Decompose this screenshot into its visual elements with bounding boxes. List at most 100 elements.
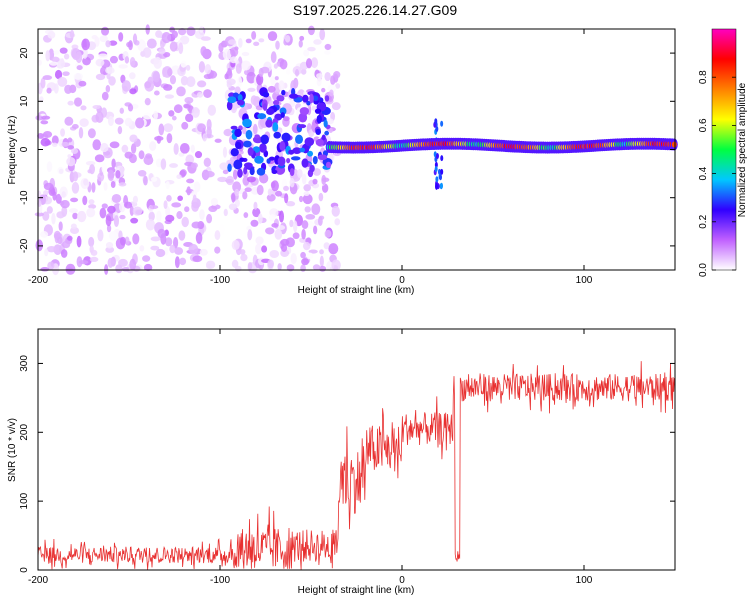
spectrogram-cell [266, 193, 276, 202]
spectrogram-cell [178, 152, 185, 157]
spectrogram-cell [153, 110, 159, 120]
spectrogram-cell [327, 84, 337, 93]
spectrogram-cell [204, 63, 212, 75]
spectrogram-cell [435, 176, 439, 183]
spectrogram-cell [232, 92, 239, 98]
spectrogram-cell [88, 199, 95, 205]
spectrogram-cell [301, 158, 309, 168]
spectrogram-y-tick-label: 20 [19, 47, 30, 59]
spectrogram-cell [149, 141, 157, 151]
spectrogram-cell [199, 248, 208, 256]
spectrogram-cell [232, 181, 242, 193]
spectrogram-cell [169, 244, 176, 254]
spectrogram-cell [124, 56, 130, 64]
spectrogram-cell [235, 63, 242, 74]
spectrogram-cell [273, 63, 278, 69]
spectrogram-cell [171, 30, 178, 39]
spectrogram-cell [51, 212, 56, 225]
spectrogram-cell [70, 227, 80, 234]
spectrogram-cell [312, 155, 318, 165]
spectrogram-cell [307, 150, 314, 157]
spectrogram-cell [144, 80, 155, 92]
spectrogram-cell [178, 42, 184, 55]
spectrogram-cell [273, 131, 281, 139]
spectrogram-cell [333, 71, 341, 79]
spectrogram-cell [143, 155, 154, 166]
spectrogram-cell [434, 118, 438, 125]
spectrogram-cell [232, 169, 238, 180]
snr-y-label: SNR (10 * v/v) [7, 418, 18, 482]
spectrogram-cell [124, 236, 130, 246]
spectrogram-cell [315, 128, 322, 135]
spectrogram-cell [55, 193, 62, 204]
spectrogram-cell [64, 84, 73, 94]
spectrogram-cell [230, 125, 238, 130]
spectrogram-cell [58, 221, 63, 232]
spectrogram-cell [72, 171, 79, 182]
spectrogram-cell [46, 87, 52, 94]
spectrogram-cell [114, 117, 124, 125]
spectrogram-cell [100, 142, 109, 153]
spectrogram-cell [292, 232, 300, 240]
spectrogram-cell [289, 177, 295, 188]
spectrogram-cell [313, 39, 322, 45]
spectrogram-cell [40, 138, 51, 147]
spectrogram-cell [227, 163, 232, 172]
spectrogram-cell [289, 219, 294, 228]
spectrogram-cell [319, 249, 324, 255]
spectrogram-cell [274, 190, 283, 197]
spectrogram-cell [256, 184, 264, 196]
chart-title: S197.2025.226.14.27.G09 [292, 2, 458, 18]
spectrogram-cell [57, 166, 65, 175]
spectrogram-cell [302, 241, 311, 251]
spectrogram-cell [46, 245, 57, 253]
spectrogram-cell [237, 168, 243, 178]
spectrogram-cell [181, 121, 189, 130]
spectrogram-cell [169, 163, 179, 168]
spectrogram-cell [78, 80, 87, 87]
spectrogram-cell [312, 95, 319, 101]
spectrogram-cell [146, 38, 157, 49]
spectrogram-cell [307, 46, 316, 52]
spectrogram-cell [228, 203, 238, 211]
spectrogram-cell [69, 208, 79, 214]
spectrogram-cell [108, 76, 116, 86]
spectrogram-cell [238, 37, 243, 48]
spectrogram-cell [73, 72, 84, 80]
spectrogram-cell [289, 168, 295, 177]
spectrogram-cell [335, 83, 341, 89]
spectrogram-cell [108, 40, 118, 46]
spectrogram-cell [173, 143, 179, 155]
spectrogram-cell [253, 201, 258, 210]
spectrogram-cell [107, 115, 114, 127]
spectrogram-cell [56, 211, 65, 219]
spectrogram-cell [269, 249, 280, 259]
spectrogram-cell [174, 247, 184, 255]
spectrogram-cell [280, 243, 288, 253]
spectrogram-cell [298, 112, 308, 123]
colorbar-tick-label: 0.8 [698, 70, 709, 84]
spectrogram-cell [247, 147, 254, 156]
spectrogram-cell [130, 143, 137, 154]
spectrogram-cell [178, 230, 186, 241]
spectrogram-cell [434, 165, 438, 172]
spectrogram-cell [214, 246, 221, 254]
spectrogram-cell [277, 263, 282, 271]
spectrogram-cell [299, 35, 305, 41]
spectrogram-cell [166, 133, 173, 144]
spectrogram-cell [228, 39, 237, 45]
spectrogram-cell [101, 26, 110, 36]
spectrogram-y-tick-label: 10 [19, 95, 30, 107]
spectrogram-cell [117, 126, 123, 135]
spectrogram-cell [152, 71, 161, 83]
spectrogram-cell [219, 162, 229, 171]
spectrogram-cell [331, 102, 341, 111]
spectrogram-cell [299, 147, 306, 153]
spectrogram-cell [311, 105, 317, 111]
spectrogram-cell [107, 205, 116, 214]
spectrogram-cell [311, 203, 321, 215]
snr-y-ticks: 0 100 200 300 [19, 355, 675, 573]
spectrogram-cell [217, 176, 228, 183]
spectrogram-cell [43, 182, 54, 191]
spectrogram-cell [115, 169, 121, 179]
